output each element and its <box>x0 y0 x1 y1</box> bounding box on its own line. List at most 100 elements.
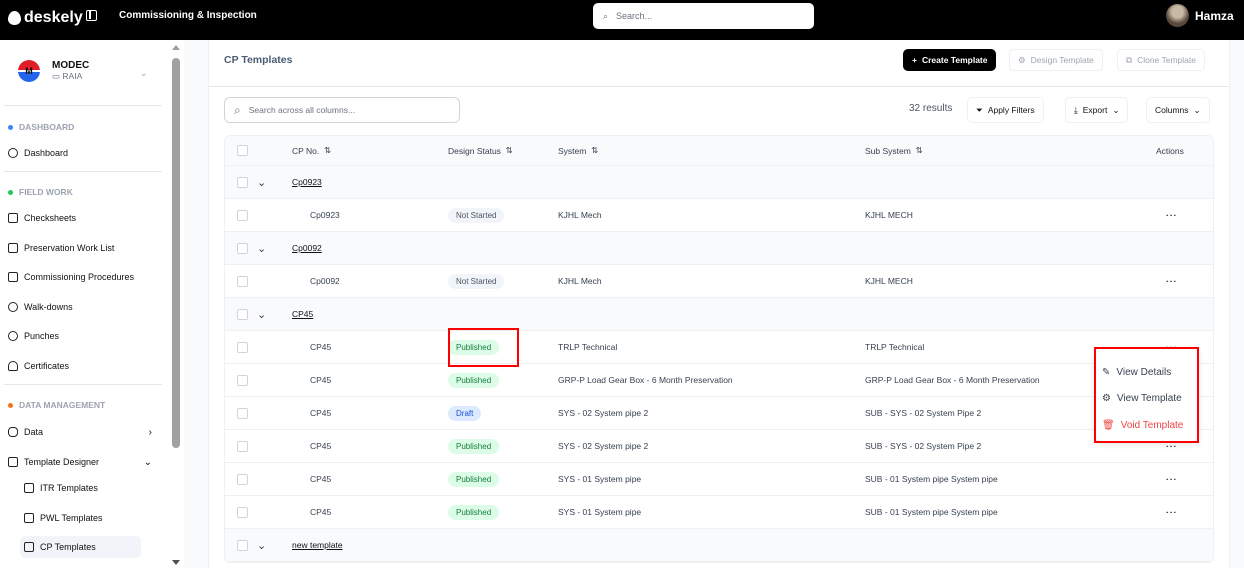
header-label: CP No. <box>292 145 320 156</box>
more-actions-icon[interactable]: ··· <box>1166 507 1178 517</box>
row-checkbox[interactable] <box>237 275 248 287</box>
scroll-up-icon[interactable] <box>172 45 180 50</box>
menu-item-view-template[interactable]: ⚙ View Template <box>1102 393 1182 404</box>
row-checkbox[interactable] <box>237 440 248 452</box>
chevron-down-icon[interactable]: ⌄ <box>140 68 148 78</box>
sidebar-item-preservation[interactable]: Preservation Work List <box>8 237 158 259</box>
sidebar-item-checksheets[interactable]: Checksheets <box>8 207 158 229</box>
cp-no-cell: CP45 <box>310 474 332 484</box>
select-all-checkbox[interactable] <box>237 145 248 156</box>
alert-circle-icon <box>8 331 18 341</box>
design-template-button[interactable]: ⚙ Design Template <box>1009 49 1103 71</box>
cp-no-cell: Cp0923 <box>310 210 340 220</box>
sort-icon: ⇅ <box>323 145 332 155</box>
header-label: Design Status <box>448 145 501 156</box>
section-label: FIELD WORK <box>19 187 73 197</box>
row-checkbox[interactable] <box>237 209 248 221</box>
global-search-input[interactable]: ⌕ Search... <box>593 3 814 29</box>
row-checkbox[interactable] <box>237 374 248 386</box>
avatar[interactable] <box>1166 4 1189 27</box>
sub-system-cell: TRLP Technical <box>865 342 925 352</box>
table-row: CP45 Published TRLP Technical TRLP Techn… <box>225 331 1213 364</box>
button-label: Apply Filters <box>987 105 1035 115</box>
highlight-box <box>1094 347 1199 443</box>
group-label[interactable]: Cp0923 <box>292 177 322 187</box>
table-row: CP45 Published SYS - 01 System pipe SUB … <box>225 463 1213 496</box>
expand-chevron-icon[interactable]: ⌄ <box>257 308 267 321</box>
table-search-input[interactable]: ⌕ Search across all columns... <box>224 97 460 123</box>
sub-system-cell: KJHL MECH <box>865 276 913 286</box>
export-button[interactable]: ⤓ Export ⌄ <box>1065 97 1129 123</box>
edit-icon: ✎ <box>1102 367 1111 378</box>
menu-item-void-template[interactable]: 🗑 Void Template <box>1102 420 1183 431</box>
sidebar-scrollbar[interactable] <box>168 40 184 568</box>
org-switcher[interactable]: M MODEC ▭ RAIA <box>18 60 89 82</box>
sidebar-item-itr-templates[interactable]: ITR Templates <box>24 477 174 499</box>
sidebar-item-pwl-templates[interactable]: PWL Templates <box>24 507 174 529</box>
search-placeholder: Search across all columns... <box>248 105 356 115</box>
row-checkbox[interactable] <box>237 506 248 518</box>
more-actions-icon[interactable]: ··· <box>1166 210 1178 220</box>
section-data-management: DATA MANAGEMENT <box>8 400 105 410</box>
table-row: CP45 Published SYS - 01 System pipe SUB … <box>225 496 1213 529</box>
sidebar-item-label: ITR Templates <box>40 483 98 493</box>
create-template-button[interactable]: + Create Template <box>903 49 997 71</box>
sidebar-item-cp-templates[interactable]: CP Templates <box>20 536 141 558</box>
col-system[interactable]: System ⇅ <box>558 136 598 165</box>
more-actions-icon[interactable]: ··· <box>1166 474 1178 484</box>
copy-icon: ⧉ <box>1126 54 1133 65</box>
expand-chevron-icon[interactable]: ⌄ <box>257 539 267 552</box>
table-header: CP No. ⇅ Design Status ⇅ System ⇅ Sub Sy… <box>225 136 1213 166</box>
layout-icon <box>8 457 18 467</box>
brand-logo[interactable]: deskely <box>8 9 83 27</box>
expand-chevron-icon[interactable]: ⌄ <box>257 242 267 255</box>
sub-system-cell: SUB - SYS - 02 System Pipe 2 <box>865 408 982 418</box>
more-actions-icon[interactable]: ··· <box>1166 276 1178 286</box>
header-label: Sub System <box>865 145 911 156</box>
col-sub-system[interactable]: Sub System ⇅ <box>865 136 923 165</box>
results-count: 32 results <box>909 103 953 114</box>
divider <box>209 86 1229 87</box>
sidebar-toggle-icon[interactable] <box>86 10 97 21</box>
scroll-down-icon[interactable] <box>172 560 180 565</box>
clone-template-button[interactable]: ⧉ Clone Template <box>1117 49 1205 71</box>
sidebar-item-punches[interactable]: Punches <box>8 325 158 347</box>
top-bar: deskely Commissioning & Inspection ⌕ Sear… <box>0 0 1244 40</box>
file-icon <box>24 483 34 493</box>
sidebar: M MODEC ▭ RAIA ⌄ DASHBOARD Dashboard FIE… <box>0 40 168 568</box>
apply-filters-button[interactable]: ⏷ Apply Filters <box>967 97 1044 123</box>
expand-chevron-icon[interactable]: ⌄ <box>257 176 267 189</box>
more-actions-icon[interactable]: ··· <box>1166 441 1178 451</box>
group-label[interactable]: new template <box>292 540 343 550</box>
status-badge: Published <box>448 438 500 454</box>
database-icon <box>8 427 18 437</box>
system-cell: KJHL Mech <box>558 210 602 220</box>
row-checkbox[interactable] <box>237 242 248 254</box>
group-label[interactable]: Cp0092 <box>292 243 322 253</box>
sidebar-item-dashboard[interactable]: Dashboard <box>8 142 158 164</box>
user-name[interactable]: Hamza <box>1195 9 1234 23</box>
sidebar-item-label: Certificates <box>24 361 70 371</box>
columns-button[interactable]: Columns ⌄ <box>1146 97 1210 123</box>
menu-item-view-details[interactable]: ✎ View Details <box>1102 367 1171 378</box>
sub-system-cell: SUB - 01 System pipe System pipe <box>865 507 998 517</box>
sidebar-item-template-designer[interactable]: Template Designer ⌄ <box>8 451 158 473</box>
sidebar-item-commissioning[interactable]: Commissioning Procedures <box>8 266 158 288</box>
system-cell: SYS - 01 System pipe <box>558 474 642 484</box>
row-checkbox[interactable] <box>237 407 248 419</box>
status-badge: Not Started <box>448 207 505 223</box>
row-checkbox[interactable] <box>237 539 248 551</box>
row-checkbox[interactable] <box>237 176 248 188</box>
col-design-status[interactable]: Design Status ⇅ <box>448 136 513 165</box>
row-checkbox[interactable] <box>237 473 248 485</box>
row-checkbox[interactable] <box>237 308 248 320</box>
group-label[interactable]: CP45 <box>292 309 314 319</box>
scrollbar-thumb[interactable] <box>172 58 180 448</box>
sidebar-item-certificates[interactable]: Certificates <box>8 355 158 377</box>
row-checkbox[interactable] <box>237 341 248 353</box>
sidebar-item-walkdowns[interactable]: Walk-downs <box>8 296 158 318</box>
chevron-down-icon: ⌄ <box>1112 104 1120 115</box>
col-cp-no[interactable]: CP No. ⇅ <box>292 136 331 165</box>
sidebar-item-data[interactable]: Data › <box>8 421 158 443</box>
sidebar-item-label: Commissioning Procedures <box>24 272 135 282</box>
